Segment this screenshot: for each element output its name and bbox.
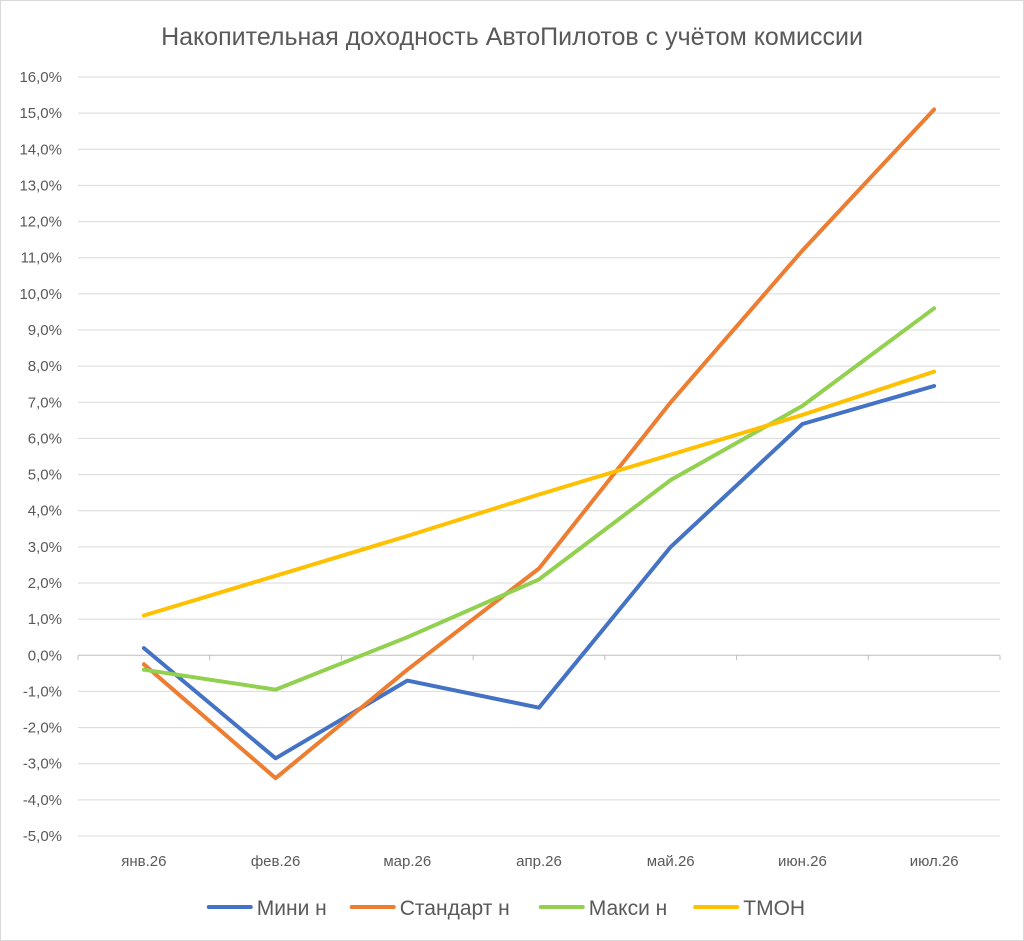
x-tick-label: апр.26	[516, 853, 562, 870]
y-tick-label: 3,0%	[28, 539, 62, 556]
y-axis-ticks: -5,0% -4,0% -3,0% -2,0% -1,0% 0,0% 1,0% 2,0% 3,0…	[19, 69, 62, 845]
y-tick-label: -3,0%	[23, 756, 62, 773]
y-tick-label: 9,0%	[28, 322, 62, 339]
y-tick-label: -4,0%	[23, 792, 62, 809]
x-tick-label: июн.26	[778, 853, 827, 870]
y-tick-label: 14,0%	[19, 141, 62, 158]
series-line-1	[141, 384, 937, 761]
y-tick-label: 1,0%	[28, 611, 62, 628]
series-line-3	[141, 306, 937, 692]
y-tick-label: -1,0%	[23, 683, 62, 700]
chart-title: Накопительная доходность АвтоПилотов с у…	[161, 23, 863, 51]
y-tick-label: 0,0%	[28, 647, 62, 664]
y-tick-label: 2,0%	[28, 575, 62, 592]
gridlines	[77, 76, 1001, 837]
legend-label-2: Стандарт н	[400, 897, 510, 920]
x-tick-label: фев.26	[251, 853, 301, 870]
legend: Мини н Стандарт н Макси н ТМОН	[206, 897, 805, 920]
y-tick-label: -2,0%	[23, 720, 62, 737]
y-tick-label: 10,0%	[19, 286, 62, 303]
legend-label-4: ТМОН	[743, 897, 805, 920]
y-tick-label: 16,0%	[19, 69, 62, 86]
y-tick-label: 4,0%	[28, 503, 62, 520]
x-tick-label: мар.26	[383, 853, 431, 870]
y-tick-label: 8,0%	[28, 358, 62, 375]
y-tick-label: 13,0%	[19, 177, 62, 194]
x-tick-label: май.26	[647, 853, 695, 870]
series-lines	[141, 107, 937, 781]
y-tick-label: 6,0%	[28, 430, 62, 447]
legend-label-3: Макси н	[589, 897, 668, 920]
y-tick-label: 12,0%	[19, 214, 62, 231]
x-axis-ticks: янв.26 фев.26 мар.26 апр.26 май.26 июн.26 июл.…	[121, 853, 958, 870]
series-line-2	[141, 107, 937, 781]
y-tick-label: -5,0%	[23, 828, 62, 845]
x-tick-label: янв.26	[121, 853, 166, 870]
y-tick-label: 7,0%	[28, 394, 62, 411]
y-tick-label: 5,0%	[28, 467, 62, 484]
y-tick-label: 15,0%	[19, 105, 62, 122]
series-line-4	[141, 369, 937, 618]
legend-label-1: Мини н	[257, 897, 327, 920]
x-tick-label: июл.26	[910, 853, 959, 870]
y-tick-label: 11,0%	[21, 250, 62, 267]
